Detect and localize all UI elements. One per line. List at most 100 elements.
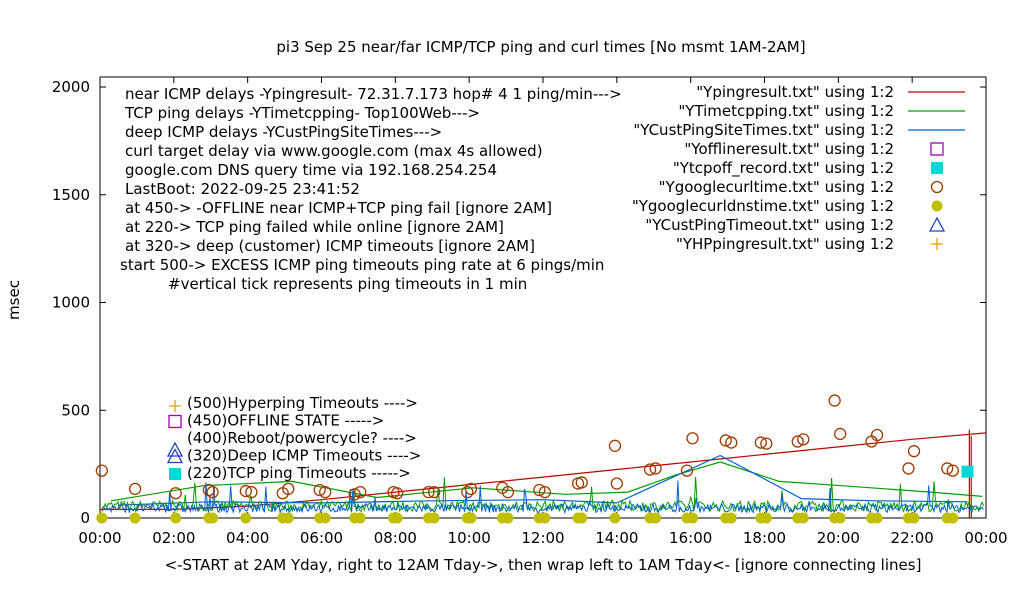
data-point	[791, 435, 804, 448]
legend: "Ypingresult.txt" using 1:2"YTimetcpping…	[632, 83, 965, 253]
note-line: TCP ping delays -YTimetcpping- Top100Web…	[124, 104, 480, 122]
noise-layer	[101, 476, 985, 515]
note-line: LastBoot: 2022-09-25 23:41:52	[125, 180, 360, 198]
chart-title: pi3 Sep 25 near/far ICMP/TCP ping and cu…	[276, 38, 805, 56]
data-point	[760, 512, 772, 524]
data-point	[391, 487, 404, 500]
y-tick-label: 2000	[52, 78, 90, 96]
legend-entry: "Yofflineresult.txt" using 1:2	[684, 140, 894, 158]
legend-entry: "Ygooglecurldnstime.txt" using 1:2	[632, 197, 894, 215]
note-line: start 500-> EXCESS ICMP ping timeouts pi…	[120, 256, 604, 274]
x-tick-label: 12:00	[521, 529, 564, 547]
notes-layer: near ICMP delays -Ypingresult- 72.31.7.1…	[120, 85, 622, 293]
data-point	[422, 485, 435, 499]
note-line: near ICMP delays -Ypingresult- 72.31.7.1…	[125, 85, 622, 103]
x-tick-label: 02:00	[152, 529, 195, 547]
x-tick-label: 16:00	[669, 529, 712, 547]
legend-entry: "Ytcpoff_record.txt" using 1:2	[673, 159, 894, 178]
y-tick-label: 0	[80, 509, 90, 527]
data-point	[206, 485, 219, 499]
data-point	[245, 485, 258, 499]
data-point	[95, 464, 108, 477]
data-point	[240, 512, 252, 524]
data-point	[834, 512, 846, 524]
y-tick-label: 500	[61, 401, 90, 419]
key-symbol	[168, 414, 182, 429]
legend-entry: "YCustPingTimeout.txt" using 1:2	[645, 216, 894, 234]
data-point	[427, 485, 441, 499]
data-point	[797, 433, 810, 446]
x-tick-label: 22:00	[891, 529, 934, 547]
data-point	[282, 482, 295, 496]
data-point	[797, 512, 809, 524]
data-point	[609, 512, 621, 524]
legend-entry: "YCustPingSiteTimes.txt" using 1:2	[633, 121, 894, 139]
key-label: (320)Deep ICMP Timeouts ---->	[187, 447, 421, 465]
note-line: at 320-> deep (customer) ICMP timeouts […	[125, 237, 535, 255]
legend-entry: "Ypingresult.txt" using 1:2	[696, 83, 894, 101]
legend-swatch	[931, 200, 943, 212]
x-tick-label: 04:00	[226, 529, 269, 547]
data-point	[608, 439, 622, 452]
key-symbol	[169, 468, 181, 480]
legend-swatch	[930, 180, 944, 194]
x-tick-label: 06:00	[300, 529, 343, 547]
note-line: #vertical tick represents ping timeouts …	[168, 275, 527, 293]
deep-icmp-noise	[101, 480, 984, 515]
data-point	[391, 512, 403, 524]
x-tick-label: 00:00	[964, 529, 1007, 547]
data-point	[649, 462, 662, 475]
legend-entry: "YTimetcpping.txt" using 1:2	[678, 102, 894, 120]
legend-swatch	[931, 238, 943, 250]
data-point	[319, 512, 331, 524]
data-point	[754, 436, 767, 449]
data-point	[687, 512, 699, 524]
data-point	[538, 485, 551, 499]
data-point	[129, 512, 141, 524]
data-point	[128, 482, 142, 496]
data-point	[207, 512, 219, 524]
series-line-1	[111, 461, 983, 502]
data-point	[725, 512, 737, 524]
data-point	[902, 462, 915, 475]
legend-swatch	[928, 216, 946, 232]
data-point	[239, 484, 252, 498]
key-label: (400)Reboot/powercycle? ---->	[187, 429, 417, 447]
x-tick-label: 20:00	[817, 529, 860, 547]
x-tick-label: 08:00	[374, 529, 417, 547]
x-tick-label: 00:00	[78, 529, 121, 547]
data-point	[539, 512, 551, 524]
data-point	[908, 512, 920, 524]
data-point	[650, 512, 662, 524]
data-point	[501, 485, 515, 499]
legend-entry: "Ygooglecurltime.txt" using 1:2	[659, 178, 894, 196]
data-point	[354, 512, 366, 524]
data-point	[502, 512, 514, 524]
data-point	[870, 428, 884, 442]
key-label: (500)Hyperping Timeouts ---->	[187, 394, 418, 412]
data-point	[725, 436, 738, 449]
data-point	[686, 432, 699, 445]
y-ticks: 0 500 1000 1500 2000	[52, 78, 986, 527]
data-point	[428, 512, 440, 524]
data-point	[946, 464, 959, 477]
x-axis-label: <-START at 2AM Yday, right to 12AM Tday-…	[165, 556, 922, 574]
data-point	[313, 483, 326, 497]
data-point	[643, 463, 657, 476]
data-point	[871, 512, 883, 524]
key-label: (450)OFFLINE STATE ----->	[187, 412, 384, 430]
y-tick-label: 1500	[52, 186, 90, 204]
data-point	[282, 512, 294, 524]
key-symbol	[166, 441, 184, 457]
data-point	[610, 477, 623, 490]
marker-layer	[95, 394, 974, 524]
note-line: google.com DNS query time via 192.168.25…	[125, 161, 497, 179]
legend-entry: "YHPpingresult.txt" using 1:2	[676, 235, 894, 253]
data-point	[169, 487, 182, 500]
key-label: (220)TCP ping Timeouts ----->	[187, 464, 411, 482]
x-tick-label: 10:00	[448, 529, 491, 547]
note-line: deep ICMP delays -YCustPingSiteTimes--->	[125, 123, 442, 141]
note-line: at 220-> TCP ping failed while online [i…	[125, 218, 504, 236]
note-line: at 450-> -OFFLINE near ICMP+TCP ping fai…	[125, 199, 552, 217]
